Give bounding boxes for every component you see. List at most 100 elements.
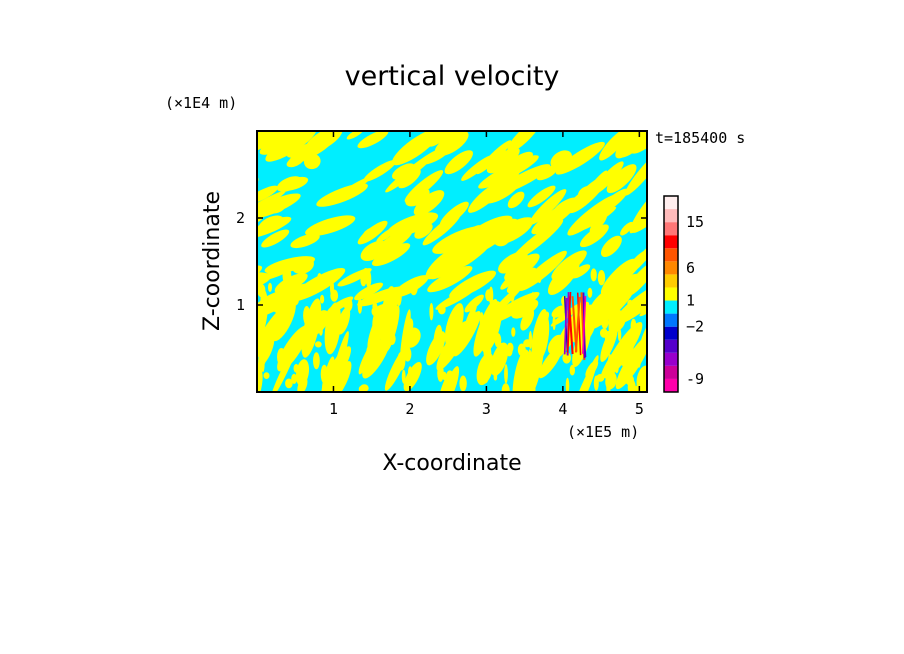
positive-speckle (293, 363, 299, 373)
positive-region (223, 348, 260, 410)
positive-speckle (395, 286, 402, 306)
positive-region (327, 361, 352, 392)
colorbar-tick-label: -9 (686, 370, 704, 388)
positive-region (427, 265, 473, 293)
positive-speckle (409, 279, 418, 296)
positive-region (620, 221, 634, 236)
positive-region (403, 327, 421, 348)
positive-region (265, 131, 317, 162)
positive-region (603, 321, 643, 379)
positive-speckle (636, 348, 642, 368)
positive-region (266, 200, 286, 214)
positive-region (413, 190, 445, 216)
positive-region (572, 323, 592, 367)
positive-region (606, 164, 637, 194)
positive-speckle (278, 315, 286, 326)
positive-region (570, 264, 591, 279)
positive-region (572, 362, 597, 392)
positive-region (566, 187, 598, 214)
positive-region (507, 191, 525, 209)
colorbar-level (664, 287, 678, 301)
positive-speckle (330, 279, 334, 297)
positive-speckle (493, 367, 499, 377)
colorbar-level (664, 235, 678, 249)
positive-region (226, 344, 248, 399)
positive-speckle (504, 364, 508, 384)
colorbar-level (664, 222, 678, 236)
positive-speckle (506, 345, 513, 357)
positive-speckle (291, 373, 297, 384)
positive-speckle (404, 346, 412, 362)
positive-region (290, 233, 320, 249)
y-axis-label: Z-coordinate (200, 191, 225, 331)
positive-speckle (562, 352, 571, 364)
positive-region (426, 331, 446, 366)
positive-speckle (314, 341, 322, 348)
positive-region (305, 215, 356, 237)
positive-speckle (332, 308, 336, 325)
positive-speckle (269, 322, 276, 329)
positive-region (308, 310, 330, 336)
positive-region (512, 349, 531, 392)
positive-speckle (597, 270, 606, 286)
positive-speckle (517, 343, 526, 357)
positive-region (362, 227, 377, 239)
positive-region (636, 365, 647, 392)
positive-speckle (313, 352, 320, 370)
positive-region (271, 299, 288, 314)
positive-speckle (285, 378, 293, 389)
positive-speckle (260, 290, 268, 308)
positive-speckle (552, 315, 556, 331)
positive-region (453, 311, 481, 357)
positive-region (600, 258, 636, 295)
positive-region (257, 185, 279, 204)
x-tick-label: 4 (558, 400, 567, 418)
positive-region (386, 212, 439, 237)
plot-area (223, 130, 648, 410)
positive-region (405, 188, 430, 207)
positive-speckle (437, 364, 444, 382)
positive-region (304, 153, 321, 170)
positive-speckle (488, 286, 494, 305)
positive-region (354, 282, 384, 301)
positive-speckle (261, 357, 265, 373)
positive-speckle (282, 266, 292, 285)
positive-region (257, 176, 259, 199)
positive-speckle (531, 291, 535, 312)
colorbar-level (664, 300, 678, 314)
positive-speckle (569, 364, 575, 376)
jet-streak (581, 295, 587, 354)
positive-region (442, 366, 460, 392)
positive-speckle (291, 281, 295, 296)
positive-region (486, 147, 520, 174)
positive-speckle (408, 366, 413, 379)
positive-speckle (627, 299, 633, 307)
positive-speckle (596, 374, 605, 382)
positive-region (258, 335, 275, 366)
positive-speckle (285, 291, 292, 309)
colorbar-tick-label: −2 (686, 318, 704, 336)
positive-speckle (446, 338, 455, 358)
positive-speckle (381, 317, 386, 330)
positive-region (257, 190, 286, 221)
positive-region (357, 131, 389, 149)
positive-region (614, 283, 647, 325)
positive-region (329, 331, 349, 392)
positive-speckle (295, 338, 302, 347)
colorbar: -9 −2 1 6 15 (663, 195, 704, 393)
time-label: t=185400 s (655, 129, 745, 147)
positive-speckle (360, 273, 367, 287)
positive-speckle (590, 268, 597, 282)
colorbar-level (664, 339, 678, 353)
colorbar-level (664, 326, 678, 340)
positive-speckle (501, 383, 510, 392)
y-unit-label: (×1E4 m) (165, 94, 237, 112)
chart-title: vertical velocity (345, 61, 560, 92)
positive-speckle (320, 294, 325, 304)
x-tick-label: 1 (329, 400, 338, 418)
positive-region (506, 267, 537, 294)
positive-region (476, 352, 494, 386)
positive-region (500, 270, 521, 290)
positive-speckle (397, 351, 406, 371)
positive-speckle (528, 331, 533, 349)
